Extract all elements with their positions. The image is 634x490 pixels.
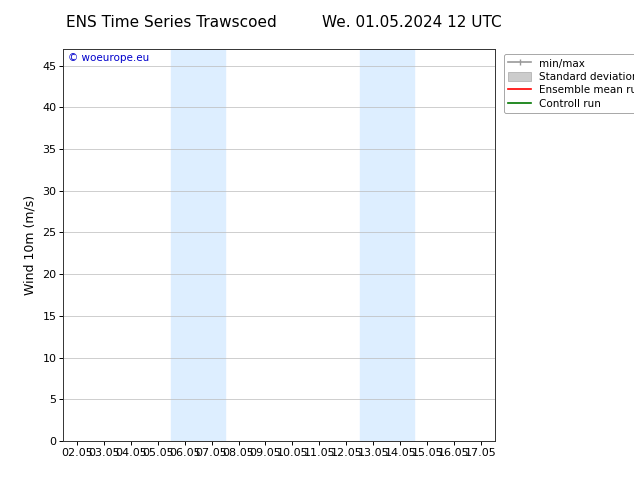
Text: ENS Time Series Trawscoed: ENS Time Series Trawscoed (66, 15, 276, 30)
Text: We. 01.05.2024 12 UTC: We. 01.05.2024 12 UTC (322, 15, 502, 30)
Text: © woeurope.eu: © woeurope.eu (68, 53, 149, 63)
Bar (360, 49, 413, 441)
Legend: min/max, Standard deviation, Ensemble mean run, Controll run: min/max, Standard deviation, Ensemble me… (504, 54, 634, 113)
Bar (171, 49, 225, 441)
Y-axis label: Wind 10m (m/s): Wind 10m (m/s) (24, 195, 37, 295)
